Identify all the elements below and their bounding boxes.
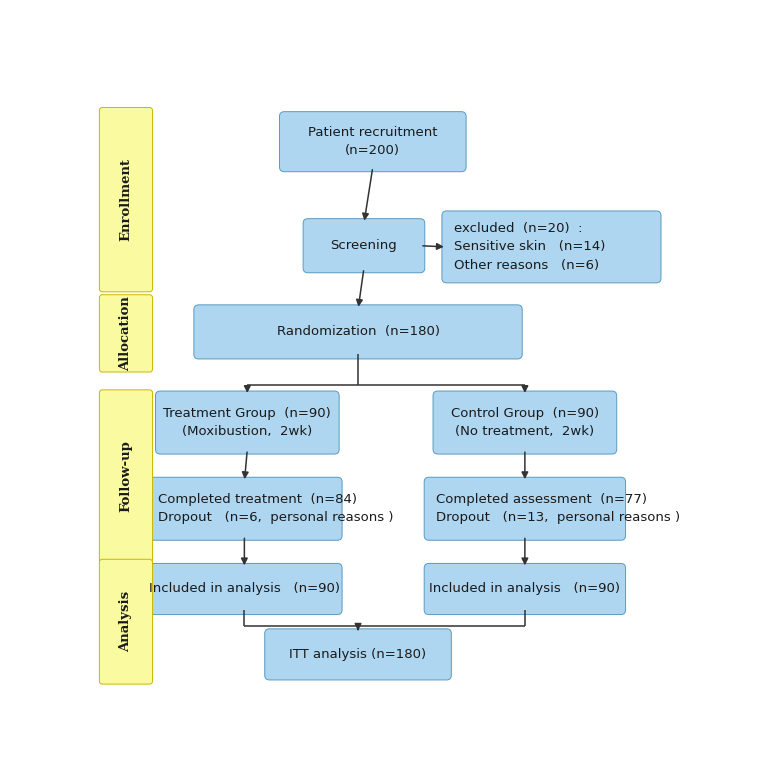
FancyBboxPatch shape	[442, 211, 661, 283]
Text: Randomization  (n=180): Randomization (n=180)	[277, 326, 440, 338]
Text: Control Group  (n=90)
(No treatment,  2wk): Control Group (n=90) (No treatment, 2wk)	[451, 407, 599, 438]
FancyBboxPatch shape	[146, 564, 342, 615]
Text: Included in analysis   (n=90): Included in analysis (n=90)	[429, 583, 620, 595]
FancyBboxPatch shape	[264, 629, 451, 680]
FancyBboxPatch shape	[424, 564, 626, 615]
FancyBboxPatch shape	[146, 477, 342, 540]
FancyBboxPatch shape	[194, 305, 522, 359]
Text: excluded  (n=20)  :
Sensitive skin   (n=14)
Other reasons   (n=6): excluded (n=20) : Sensitive skin (n=14) …	[453, 222, 605, 272]
Text: Completed assessment  (n=77)
Dropout   (n=13,  personal reasons ): Completed assessment (n=77) Dropout (n=1…	[436, 493, 680, 524]
Text: Patient recruitment
(n=200): Patient recruitment (n=200)	[308, 126, 437, 157]
Text: Analysis: Analysis	[120, 591, 133, 652]
Text: Screening: Screening	[331, 239, 397, 252]
Text: Allocation: Allocation	[120, 296, 133, 371]
Text: Completed treatment  (n=84)
Dropout   (n=6,  personal reasons ): Completed treatment (n=84) Dropout (n=6,…	[158, 493, 394, 524]
Text: ITT analysis (n=180): ITT analysis (n=180)	[290, 648, 427, 661]
FancyBboxPatch shape	[99, 559, 152, 684]
Text: Enrollment: Enrollment	[120, 158, 133, 241]
FancyBboxPatch shape	[303, 218, 424, 273]
FancyBboxPatch shape	[99, 107, 152, 292]
FancyBboxPatch shape	[155, 391, 339, 454]
Text: Treatment Group  (n=90)
(Moxibustion,  2wk): Treatment Group (n=90) (Moxibustion, 2wk…	[163, 407, 331, 438]
FancyBboxPatch shape	[99, 295, 152, 372]
FancyBboxPatch shape	[99, 390, 152, 562]
FancyBboxPatch shape	[433, 391, 616, 454]
FancyBboxPatch shape	[424, 477, 626, 540]
FancyBboxPatch shape	[280, 112, 466, 171]
Text: Follow-up: Follow-up	[120, 440, 133, 512]
Text: Included in analysis   (n=90): Included in analysis (n=90)	[149, 583, 340, 595]
